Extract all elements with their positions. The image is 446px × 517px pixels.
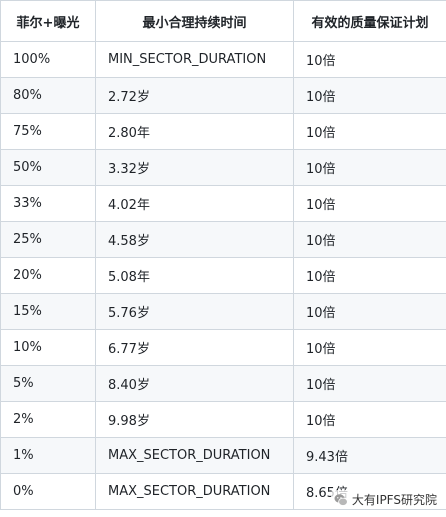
table-cell: 9.43倍 — [293, 437, 446, 474]
table-cell: 10倍 — [293, 41, 446, 78]
table-cell: 5% — [0, 365, 96, 402]
table-cell: 20% — [0, 257, 96, 294]
table-cell: MIN_SECTOR_DURATION — [95, 41, 294, 78]
watermark: 大有IPFS研究院 — [330, 490, 440, 509]
table-cell: 2.72岁 — [95, 77, 294, 114]
table-cell: 10倍 — [293, 185, 446, 222]
table-cell: 10倍 — [293, 257, 446, 294]
table-cell: 100% — [0, 41, 96, 78]
table-cell: 80% — [0, 77, 96, 114]
table-cell: 5.08年 — [95, 257, 294, 294]
table-row: 75% 2.80年 10倍 — [0, 113, 446, 150]
table-row: 25% 4.58岁 10倍 — [0, 221, 446, 258]
table-cell: 33% — [0, 185, 96, 222]
table-cell: 10倍 — [293, 329, 446, 366]
table-cell: 10% — [0, 329, 96, 366]
table-cell: 10倍 — [293, 77, 446, 114]
header-cell: 有效的质量保证计划 — [293, 0, 446, 42]
table-row: 50% 3.32岁 10倍 — [0, 149, 446, 186]
table-cell: 6.77岁 — [95, 329, 294, 366]
table-row: 80% 2.72岁 10倍 — [0, 77, 446, 114]
table-cell: 50% — [0, 149, 96, 186]
table-cell: 0% — [0, 473, 96, 510]
table-row: 1% MAX_SECTOR_DURATION 9.43倍 — [0, 437, 446, 474]
table-cell: 2% — [0, 401, 96, 438]
header-cell: 菲尔+曝光 — [0, 0, 96, 42]
table-cell: 10倍 — [293, 221, 446, 258]
table-cell: 8.40岁 — [95, 365, 294, 402]
wechat-icon — [334, 493, 348, 506]
table-cell: 3.32岁 — [95, 149, 294, 186]
table-row: 2% 9.98岁 10倍 — [0, 401, 446, 438]
table-cell: 9.98岁 — [95, 401, 294, 438]
table-cell: MAX_SECTOR_DURATION — [95, 437, 294, 474]
table-cell: 15% — [0, 293, 96, 330]
table-cell: 10倍 — [293, 113, 446, 150]
table-cell: 4.02年 — [95, 185, 294, 222]
header-cell: 最小合理持续时间 — [95, 0, 294, 42]
table-cell: 2.80年 — [95, 113, 294, 150]
table-row: 100% MIN_SECTOR_DURATION 10倍 — [0, 41, 446, 78]
table-cell: 10倍 — [293, 401, 446, 438]
table-cell: 25% — [0, 221, 96, 258]
table-row: 10% 6.77岁 10倍 — [0, 329, 446, 366]
table-cell: 10倍 — [293, 293, 446, 330]
table-cell: 10倍 — [293, 365, 446, 402]
table-cell: 75% — [0, 113, 96, 150]
table-cell: MAX_SECTOR_DURATION — [95, 473, 294, 510]
table-cell: 4.58岁 — [95, 221, 294, 258]
table-row: 5% 8.40岁 10倍 — [0, 365, 446, 402]
table-cell: 5.76岁 — [95, 293, 294, 330]
table-cell: 1% — [0, 437, 96, 474]
table-row: 33% 4.02年 10倍 — [0, 185, 446, 222]
table-row: 15% 5.76岁 10倍 — [0, 293, 446, 330]
header-row: 菲尔+曝光 最小合理持续时间 有效的质量保证计划 — [0, 0, 446, 42]
table-row: 20% 5.08年 10倍 — [0, 257, 446, 294]
table-cell: 10倍 — [293, 149, 446, 186]
watermark-text: 大有IPFS研究院 — [351, 493, 437, 507]
